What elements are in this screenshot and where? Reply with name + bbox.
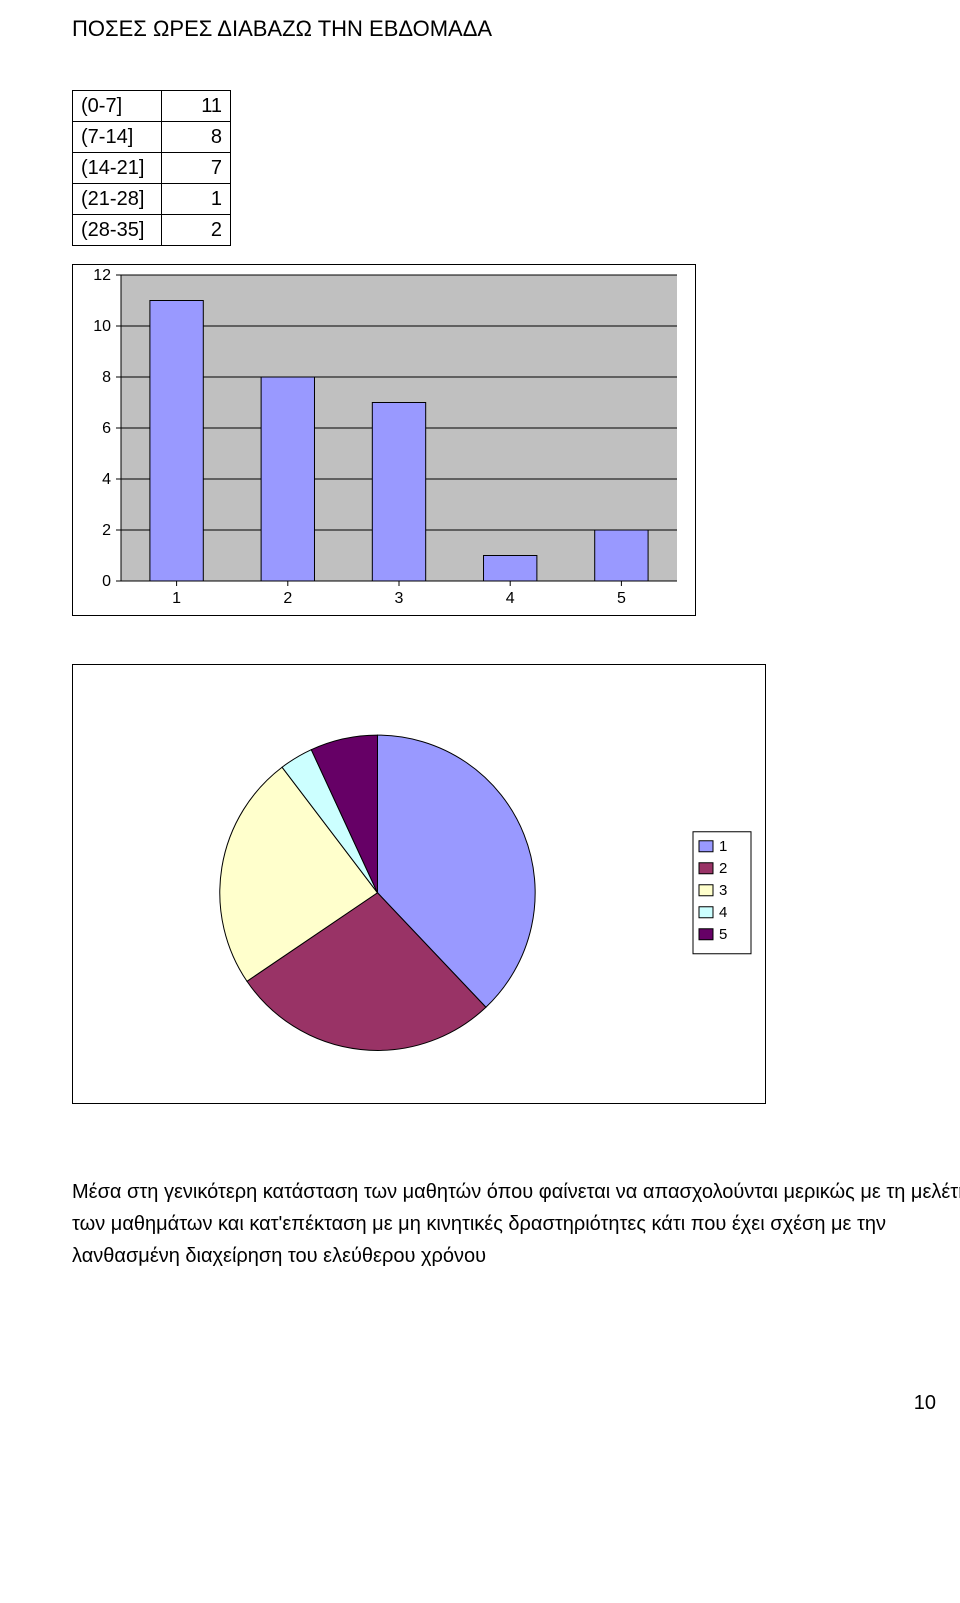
table-row: (21-28]1 <box>73 184 231 215</box>
x-tick-label: 3 <box>395 590 404 607</box>
table-cell-label: (28-35] <box>73 215 162 246</box>
table-cell-value: 8 <box>162 122 231 153</box>
y-tick-label: 10 <box>93 318 111 335</box>
legend-label: 3 <box>719 882 727 899</box>
y-tick-label: 12 <box>93 267 111 284</box>
y-tick-label: 2 <box>102 522 111 539</box>
table-cell-label: (0-7] <box>73 91 162 122</box>
table-row: (14-21]7 <box>73 153 231 184</box>
bar-chart-panel: 02468101212345 <box>72 264 696 616</box>
table-cell-value: 7 <box>162 153 231 184</box>
table-cell-label: (21-28] <box>73 184 162 215</box>
y-tick-label: 4 <box>102 471 111 488</box>
legend-swatch <box>699 841 713 852</box>
table-cell-value: 1 <box>162 184 231 215</box>
pie-chart-panel: 1 2 3 4 5 <box>72 664 766 1104</box>
table-cell-value: 11 <box>162 91 231 122</box>
legend-label: 5 <box>719 926 727 943</box>
body-paragraph: Μέσα στη γενικότερη κατάσταση των μαθητώ… <box>72 1176 960 1272</box>
page-title: ΠΟΣΕΣ ΩΡΕΣ ΔΙΑΒΑΖΩ ΤΗΝ ΕΒΔΟΜΑΔΑ <box>72 16 936 42</box>
table-row: (7-14]8 <box>73 122 231 153</box>
bar-chart: 02468101212345 <box>73 265 695 615</box>
x-tick-label: 1 <box>172 590 181 607</box>
bar <box>150 301 203 582</box>
page-number: 10 <box>72 1392 936 1415</box>
bar <box>484 556 537 582</box>
table-row: (28-35]2 <box>73 215 231 246</box>
table-cell-label: (7-14] <box>73 122 162 153</box>
bar <box>261 377 314 581</box>
table-cell-value: 2 <box>162 215 231 246</box>
legend-label: 4 <box>719 904 727 921</box>
x-tick-label: 4 <box>506 590 515 607</box>
x-tick-label: 5 <box>617 590 626 607</box>
bar <box>595 530 648 581</box>
legend-label: 1 <box>719 838 727 855</box>
y-tick-label: 8 <box>102 369 111 386</box>
legend-swatch <box>699 885 713 896</box>
x-tick-label: 2 <box>283 590 292 607</box>
pie-chart: 1 2 3 4 5 <box>73 665 765 1103</box>
bar <box>372 403 425 582</box>
legend-label: 2 <box>719 860 727 877</box>
legend-swatch <box>699 863 713 874</box>
data-table: (0-7]11(7-14]8(14-21]7(21-28]1(28-35]2 <box>72 90 231 246</box>
y-tick-label: 6 <box>102 420 111 437</box>
table-cell-label: (14-21] <box>73 153 162 184</box>
legend-swatch <box>699 929 713 940</box>
table-row: (0-7]11 <box>73 91 231 122</box>
y-tick-label: 0 <box>102 573 111 590</box>
legend-swatch <box>699 907 713 918</box>
